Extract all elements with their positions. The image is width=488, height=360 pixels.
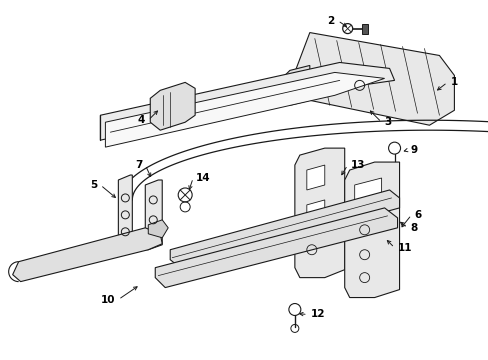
Text: 1: 1 — [449, 77, 457, 87]
Text: 12: 12 — [310, 310, 325, 319]
Polygon shape — [145, 180, 162, 250]
Polygon shape — [148, 220, 168, 238]
Text: 7: 7 — [135, 160, 142, 170]
Polygon shape — [100, 62, 394, 140]
Text: 13: 13 — [350, 160, 365, 170]
Polygon shape — [155, 208, 397, 288]
Polygon shape — [105, 72, 384, 147]
Polygon shape — [170, 190, 399, 268]
Text: 6: 6 — [414, 210, 421, 220]
Polygon shape — [13, 228, 162, 282]
Polygon shape — [279, 66, 309, 105]
Text: 14: 14 — [196, 173, 210, 183]
Polygon shape — [306, 165, 324, 190]
Text: 3: 3 — [384, 117, 391, 127]
Polygon shape — [150, 82, 195, 130]
Text: 4: 4 — [138, 115, 145, 125]
Text: 9: 9 — [410, 145, 417, 155]
Text: 2: 2 — [327, 15, 334, 26]
Text: 8: 8 — [410, 223, 417, 233]
Polygon shape — [118, 175, 132, 245]
Polygon shape — [294, 148, 344, 278]
Polygon shape — [354, 178, 381, 207]
Polygon shape — [361, 24, 367, 33]
Text: 11: 11 — [397, 243, 411, 253]
Polygon shape — [344, 162, 399, 298]
Polygon shape — [306, 200, 324, 223]
Text: 5: 5 — [90, 180, 97, 190]
Text: 10: 10 — [101, 294, 115, 305]
Polygon shape — [289, 32, 453, 125]
